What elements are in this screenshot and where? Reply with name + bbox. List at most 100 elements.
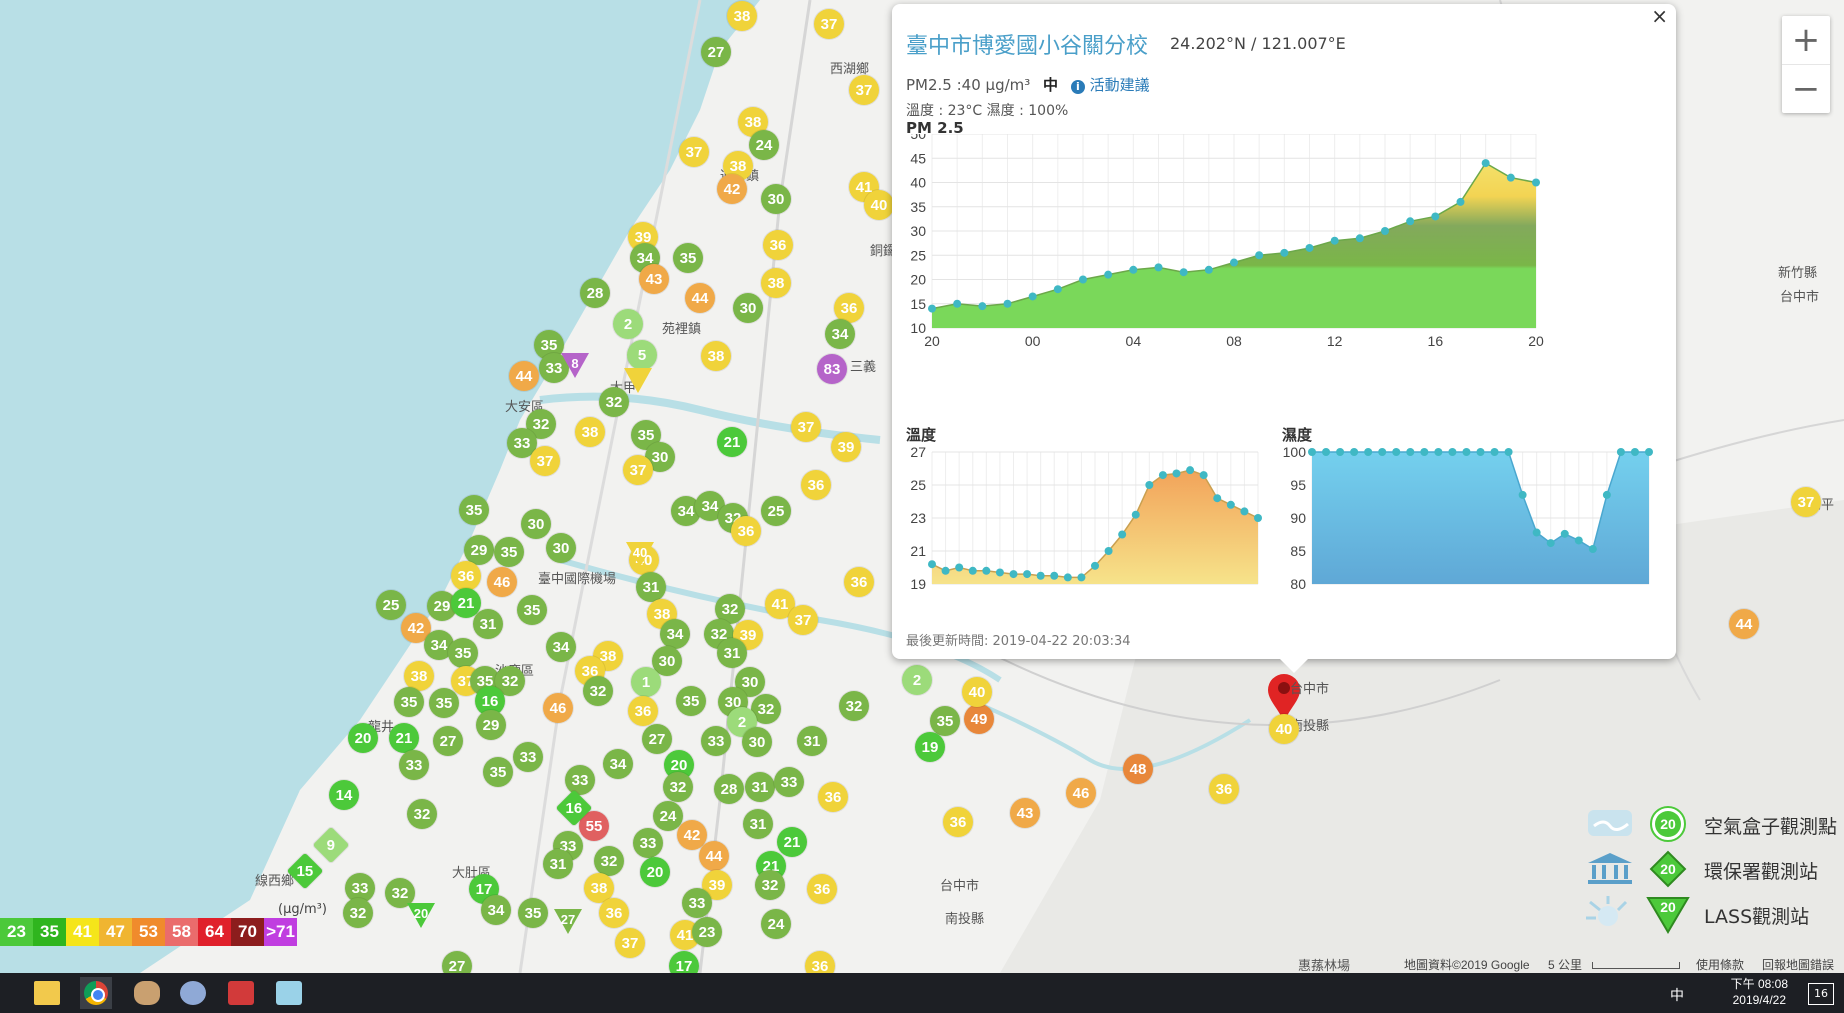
air-box-marker[interactable]: 36 (834, 293, 864, 323)
air-box-marker[interactable]: 35 (673, 243, 703, 273)
air-box-marker[interactable]: 37 (1791, 487, 1821, 517)
air-box-marker[interactable]: 2 (902, 665, 932, 695)
air-box-marker[interactable]: 33 (633, 828, 663, 858)
air-box-marker[interactable]: 38 (761, 268, 791, 298)
air-box-marker[interactable]: 33 (513, 742, 543, 772)
air-box-marker[interactable]: 36 (628, 696, 658, 726)
air-box-marker[interactable]: 42 (677, 820, 707, 850)
air-box-marker[interactable]: 35 (483, 757, 513, 787)
air-box-marker[interactable]: 33 (345, 873, 375, 903)
air-box-marker[interactable]: 19 (915, 732, 945, 762)
air-box-marker[interactable]: 27 (642, 724, 672, 754)
air-box-marker[interactable]: 31 (745, 772, 775, 802)
air-box-marker[interactable]: 46 (487, 567, 517, 597)
lass-station-marker[interactable]: 20 (406, 901, 436, 931)
air-box-marker[interactable]: 33 (774, 767, 804, 797)
air-box-marker[interactable]: 37 (679, 137, 709, 167)
air-box-marker[interactable]: 38 (404, 661, 434, 691)
air-box-marker[interactable]: 36 (451, 561, 481, 591)
air-box-marker[interactable]: 27 (433, 726, 463, 756)
ime-indicator[interactable]: 中 (1670, 988, 1684, 1004)
terms-link[interactable]: 使用條款 (1696, 958, 1745, 972)
air-box-marker[interactable]: 30 (742, 727, 772, 757)
air-box-marker[interactable]: 33 (682, 888, 712, 918)
air-box-marker[interactable]: 36 (1209, 774, 1239, 804)
air-box-marker[interactable]: 14 (329, 780, 359, 810)
air-box-marker[interactable]: 44 (1729, 609, 1759, 639)
air-box-marker[interactable]: 36 (801, 470, 831, 500)
air-box-marker[interactable]: 43 (1010, 798, 1040, 828)
air-box-marker[interactable]: 35 (930, 706, 960, 736)
air-box-marker[interactable]: 30 (733, 293, 763, 323)
air-box-marker[interactable]: 35 (676, 686, 706, 716)
zoom-out-button[interactable]: − (1782, 64, 1830, 113)
air-box-marker[interactable]: 35 (494, 537, 524, 567)
air-box-marker[interactable]: 17 (669, 951, 699, 973)
air-box-marker[interactable]: 32 (594, 846, 624, 876)
air-box-marker[interactable]: 39 (702, 870, 732, 900)
air-box-marker[interactable]: 39 (831, 432, 861, 462)
air-box-marker[interactable]: 1 (631, 667, 661, 697)
air-box-marker[interactable]: 20 (640, 857, 670, 887)
air-box-marker[interactable]: 30 (521, 509, 551, 539)
notification-count[interactable]: 16 (1808, 983, 1834, 1005)
air-box-marker[interactable]: 33 (565, 765, 595, 795)
app-icon-1[interactable] (134, 981, 160, 1005)
air-box-marker[interactable]: 16 (475, 686, 505, 716)
air-box-marker[interactable]: 21 (717, 427, 747, 457)
air-box-marker[interactable]: 40 (962, 677, 992, 707)
air-box-marker[interactable]: 31 (717, 638, 747, 668)
air-box-marker[interactable]: 42 (401, 613, 431, 643)
air-box-marker[interactable]: 21 (389, 723, 419, 753)
air-box-marker[interactable]: 36 (818, 782, 848, 812)
air-box-marker[interactable]: 48 (1123, 754, 1153, 784)
air-box-marker[interactable]: 46 (1066, 778, 1096, 808)
air-box-marker[interactable]: 37 (814, 9, 844, 39)
air-box-marker[interactable]: 32 (583, 676, 613, 706)
air-box-marker[interactable]: 30 (761, 184, 791, 214)
air-box-marker[interactable]: 38 (593, 641, 623, 671)
air-box-marker[interactable]: 34 (546, 632, 576, 662)
air-box-marker[interactable]: 32 (343, 898, 373, 928)
air-box-marker[interactable]: 21 (451, 588, 481, 618)
air-box-marker[interactable]: 34 (603, 749, 633, 779)
air-box-marker[interactable]: 44 (685, 283, 715, 313)
air-box-marker[interactable]: 44 (509, 361, 539, 391)
air-box-marker[interactable]: 25 (376, 590, 406, 620)
air-box-marker[interactable]: 32 (755, 870, 785, 900)
air-box-marker[interactable]: 36 (763, 230, 793, 260)
map-scale[interactable]: 5 公里 (1548, 958, 1583, 972)
air-box-marker[interactable]: 55 (579, 811, 609, 841)
air-box-marker[interactable]: 35 (394, 687, 424, 717)
air-box-marker[interactable]: 46 (543, 693, 573, 723)
lass-station-marker[interactable]: 40 (625, 540, 655, 570)
air-box-marker[interactable]: 29 (476, 710, 506, 740)
air-box-marker[interactable]: 38 (575, 417, 605, 447)
air-box-marker[interactable]: 30 (546, 533, 576, 563)
air-box-marker[interactable]: 37 (849, 75, 879, 105)
air-box-marker[interactable]: 35 (429, 688, 459, 718)
air-box-marker[interactable]: 44 (699, 841, 729, 871)
air-box-marker[interactable]: 31 (797, 726, 827, 756)
air-box-marker[interactable]: 24 (761, 909, 791, 939)
air-box-marker[interactable]: 24 (749, 130, 779, 160)
air-box-marker[interactable]: 29 (464, 535, 494, 565)
air-box-marker[interactable]: 25 (761, 496, 791, 526)
air-box-marker[interactable]: 5 (627, 340, 657, 370)
air-box-marker[interactable]: 23 (692, 917, 722, 947)
air-box-marker[interactable]: 33 (701, 726, 731, 756)
app-icon-3[interactable] (228, 981, 254, 1005)
air-box-marker[interactable]: 36 (599, 898, 629, 928)
air-box-marker[interactable]: 20 (348, 723, 378, 753)
system-clock[interactable]: 下午 08:08 2019/4/22 (1731, 976, 1788, 1008)
air-box-marker[interactable]: 35 (518, 898, 548, 928)
air-box-marker[interactable]: 37 (530, 446, 560, 476)
air-box-marker[interactable]: 42 (717, 174, 747, 204)
close-icon[interactable]: × (1651, 4, 1668, 28)
air-box-marker[interactable]: 34 (825, 319, 855, 349)
air-box-marker[interactable]: 32 (599, 387, 629, 417)
air-box-marker[interactable]: 43 (639, 264, 669, 294)
air-box-marker[interactable]: 34 (481, 895, 511, 925)
air-box-marker[interactable]: 35 (448, 638, 478, 668)
air-box-marker[interactable]: 28 (580, 278, 610, 308)
